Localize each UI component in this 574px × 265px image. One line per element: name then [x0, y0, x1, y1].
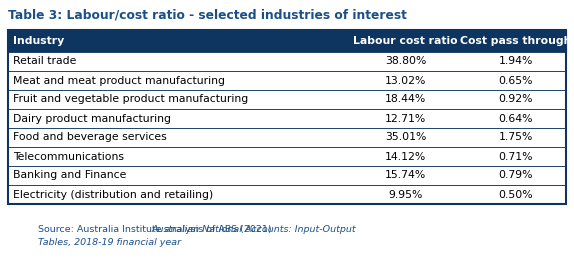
Bar	[8, 128, 566, 147]
Text: 0.65%: 0.65%	[499, 76, 533, 86]
Text: 15.74%: 15.74%	[385, 170, 426, 180]
Text: 0.92%: 0.92%	[499, 95, 533, 104]
Text: Industry: Industry	[13, 36, 64, 46]
Text: Source: Australia Institute analysis of ABS (2021): Source: Australia Institute analysis of …	[38, 225, 274, 234]
Text: Cost pass through: Cost pass through	[460, 36, 572, 46]
Text: 13.02%: 13.02%	[385, 76, 426, 86]
Text: 0.64%: 0.64%	[499, 113, 533, 123]
Bar	[8, 52, 566, 71]
Text: Tables, 2018-19 financial year: Tables, 2018-19 financial year	[38, 238, 181, 247]
Bar	[8, 185, 566, 204]
Text: 14.12%: 14.12%	[385, 152, 426, 161]
Text: 35.01%: 35.01%	[385, 132, 426, 143]
Text: Retail trade: Retail trade	[13, 56, 76, 67]
Bar	[8, 30, 566, 52]
Text: 38.80%: 38.80%	[385, 56, 426, 67]
Text: 18.44%: 18.44%	[385, 95, 426, 104]
Bar	[8, 71, 566, 90]
Text: Telecommunications: Telecommunications	[13, 152, 124, 161]
Text: Food and beverage services: Food and beverage services	[13, 132, 167, 143]
Text: Electricity (distribution and retailing): Electricity (distribution and retailing)	[13, 189, 214, 200]
Bar	[8, 109, 566, 128]
Text: 1.75%: 1.75%	[499, 132, 533, 143]
Text: Dairy product manufacturing: Dairy product manufacturing	[13, 113, 171, 123]
Text: Banking and Finance: Banking and Finance	[13, 170, 126, 180]
Text: 12.71%: 12.71%	[385, 113, 426, 123]
Text: 9.95%: 9.95%	[389, 189, 423, 200]
Text: 0.71%: 0.71%	[499, 152, 533, 161]
Bar	[8, 30, 566, 204]
Text: Australian National Accounts: Input-Output: Australian National Accounts: Input-Outp…	[152, 225, 356, 234]
Text: Meat and meat product manufacturing: Meat and meat product manufacturing	[13, 76, 225, 86]
Text: Labour cost ratio: Labour cost ratio	[353, 36, 458, 46]
Text: Table 3: Labour/cost ratio - selected industries of interest: Table 3: Labour/cost ratio - selected in…	[8, 9, 407, 22]
Bar	[8, 90, 566, 109]
Text: 0.50%: 0.50%	[498, 189, 533, 200]
Bar	[8, 147, 566, 166]
Text: 0.79%: 0.79%	[499, 170, 533, 180]
Text: Fruit and vegetable product manufacturing: Fruit and vegetable product manufacturin…	[13, 95, 248, 104]
Bar	[8, 166, 566, 185]
Text: 1.94%: 1.94%	[499, 56, 533, 67]
